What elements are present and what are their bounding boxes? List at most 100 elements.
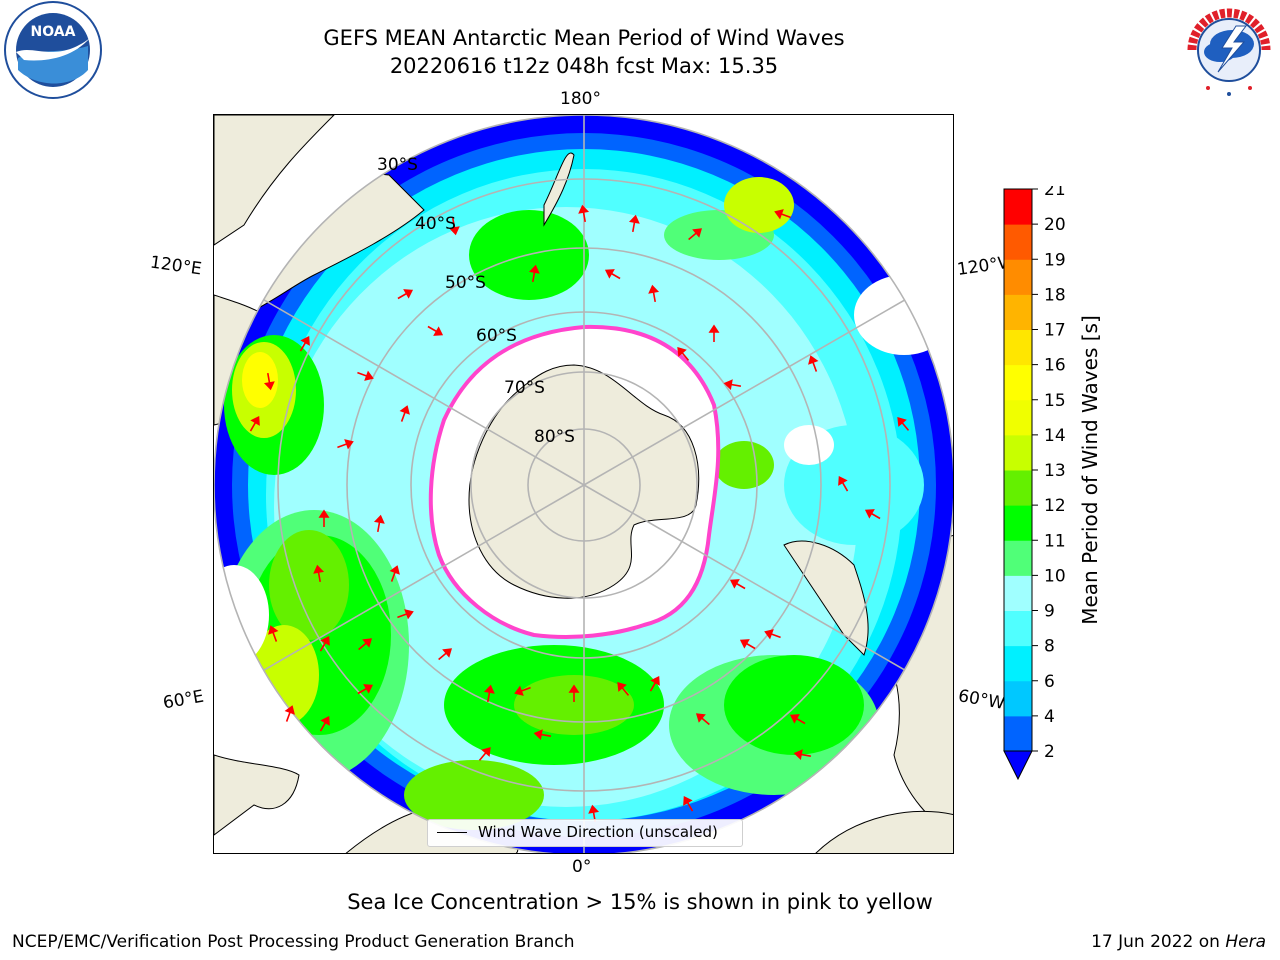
wind-wave-arrow	[649, 675, 660, 692]
wind-wave-arrow	[373, 514, 385, 533]
wind-wave-arrow	[688, 228, 702, 241]
wind-wave-arrow	[808, 355, 819, 372]
lon-label-120e: 120°E	[148, 252, 203, 280]
colorbar-tick-label: 6	[1044, 672, 1055, 692]
lat-label-50s: 50°S	[445, 273, 486, 293]
wind-wave-arrow	[337, 439, 354, 450]
colorbar-segment	[1004, 610, 1032, 647]
sea-ice-caption: Sea Ice Concentration > 15% is shown in …	[347, 890, 933, 914]
wind-wave-arrow	[696, 713, 710, 726]
wind-wave-arrow	[397, 609, 414, 620]
colorbar-segment	[1004, 470, 1032, 506]
wind-wave-arrow	[514, 685, 531, 696]
wind-wave-arrow	[263, 372, 275, 391]
colorbar-extend-min	[1003, 750, 1033, 781]
wind-wave-arrow	[723, 379, 742, 391]
wind-wave-arrow	[357, 684, 374, 695]
colorbar-segment	[1004, 189, 1032, 225]
wind-wave-arrow	[533, 729, 552, 741]
colorbar-segment	[1004, 294, 1032, 330]
wind-wave-arrow	[568, 684, 580, 702]
lon-label-60w: 60°W	[956, 686, 1007, 714]
map-frame: 30°S 40°S 50°S 60°S 70°S 80°S Wind Wave …	[213, 114, 954, 854]
wind-wave-arrow	[284, 705, 295, 722]
lat-label-80s: 80°S	[534, 427, 575, 447]
colorbar-tick-label: 14	[1044, 426, 1066, 446]
wind-wave-arrow	[397, 289, 414, 300]
colorbar-tick-label: 2	[1044, 742, 1055, 762]
colorbar-tick-label: 17	[1044, 321, 1066, 341]
wind-wave-arrow	[319, 715, 330, 732]
wind-wave-arrow	[604, 269, 621, 280]
colorbar-segment	[1004, 434, 1032, 471]
wind-wave-arrow	[299, 335, 310, 352]
run-date-text: 17 Jun 2022 on	[1091, 932, 1226, 952]
wind-wave-arrow	[789, 714, 806, 725]
wind-wave-arrow	[628, 214, 640, 233]
wind-wave-arrow	[478, 747, 491, 761]
colorbar: 2 4 6 8 9 10 11 12 13 14 15 16 17 18 19 20 21	[1000, 180, 1090, 786]
colorbar-tick-label: 18	[1044, 285, 1066, 305]
wind-wave-arrow	[268, 625, 279, 642]
colorbar-tick-label: 20	[1044, 215, 1066, 235]
wind-wave-arrow	[838, 475, 849, 492]
colorbar-segment	[1004, 259, 1032, 295]
map-legend: Wind Wave Direction (unscaled)	[427, 819, 743, 847]
wind-wave-arrow	[648, 284, 660, 303]
wind-wave-arrow	[897, 417, 910, 431]
wind-wave-arrow	[774, 209, 791, 220]
wind-wave-arrow	[578, 204, 590, 223]
wind-wave-arrow	[313, 564, 325, 583]
colorbar-svg: 2 4 6 8 9 10 11 12 13 14 15 16 17 18 19 20 21	[1003, 180, 1066, 781]
wind-wave-arrow	[677, 347, 690, 361]
chart-title-line-2: 20220616 t12z 048h fcst Max: 15.35	[389, 54, 779, 78]
colorbar-tick-label: 4	[1044, 707, 1055, 727]
colorbar-title: Mean Period of Wind Waves [s]	[1078, 315, 1102, 625]
colorbar-tick-label: 12	[1044, 496, 1066, 516]
wind-wave-arrow	[617, 682, 630, 696]
wind-wave-arrow	[357, 370, 374, 381]
lon-label-180: 180°	[560, 89, 601, 109]
lat-label-60s: 60°S	[476, 326, 517, 346]
colorbar-tick-label: 11	[1044, 531, 1066, 551]
colorbar-tick-label: 10	[1044, 566, 1066, 586]
noaa-logo-icon: NOAA	[4, 1, 102, 99]
colorbar-segment	[1004, 329, 1032, 366]
credit-text: NCEP/EMC/Verification Post Processing Pr…	[12, 932, 575, 952]
lat-label-70s: 70°S	[504, 378, 545, 398]
legend-line-sample	[437, 832, 467, 833]
wind-wave-arrows	[249, 204, 910, 823]
wind-wave-arrow	[448, 217, 460, 236]
wind-wave-arrow	[793, 749, 812, 761]
wind-wave-arrow	[483, 684, 495, 703]
wind-wave-arrow	[683, 795, 694, 812]
colorbar-segment	[1004, 680, 1032, 717]
nws-logo-icon	[1183, 4, 1275, 96]
wind-wave-arrow	[399, 405, 410, 422]
colorbar-tick-label: 15	[1044, 391, 1066, 411]
wind-wave-arrow	[438, 648, 452, 661]
wind-wave-arrow	[389, 565, 400, 582]
chart-title-line-1: GEFS MEAN Antarctic Mean Period of Wind …	[323, 26, 845, 50]
lon-label-0: 0°	[572, 857, 592, 877]
colorbar-tick-label: 16	[1044, 356, 1066, 376]
colorbar-segment	[1004, 645, 1032, 682]
colorbar-tick-label: 8	[1044, 637, 1055, 657]
wind-wave-arrow	[764, 629, 781, 640]
colorbar-tick-label: 21	[1044, 186, 1066, 200]
colorbar-segment	[1004, 364, 1032, 401]
colorbar-segment	[1004, 399, 1032, 436]
new-zealand-land	[543, 152, 575, 227]
colorbar-segment	[1004, 575, 1032, 611]
wind-wave-arrow	[358, 638, 372, 651]
wind-wave-arrow	[249, 415, 260, 432]
colorbar-segment	[1004, 224, 1032, 260]
run-date: 17 Jun 2022 on Hera	[1091, 932, 1266, 952]
map-canvas: 30°S 40°S 50°S 60°S 70°S 80°S	[214, 115, 953, 853]
lon-label-60e: 60°E	[161, 686, 206, 714]
nws-logo	[1178, 0, 1280, 100]
wind-wave-arrow	[864, 509, 881, 520]
colorbar-tick-label: 13	[1044, 461, 1066, 481]
noaa-logo-text: NOAA	[31, 24, 76, 40]
wind-wave-arrow	[318, 509, 330, 527]
